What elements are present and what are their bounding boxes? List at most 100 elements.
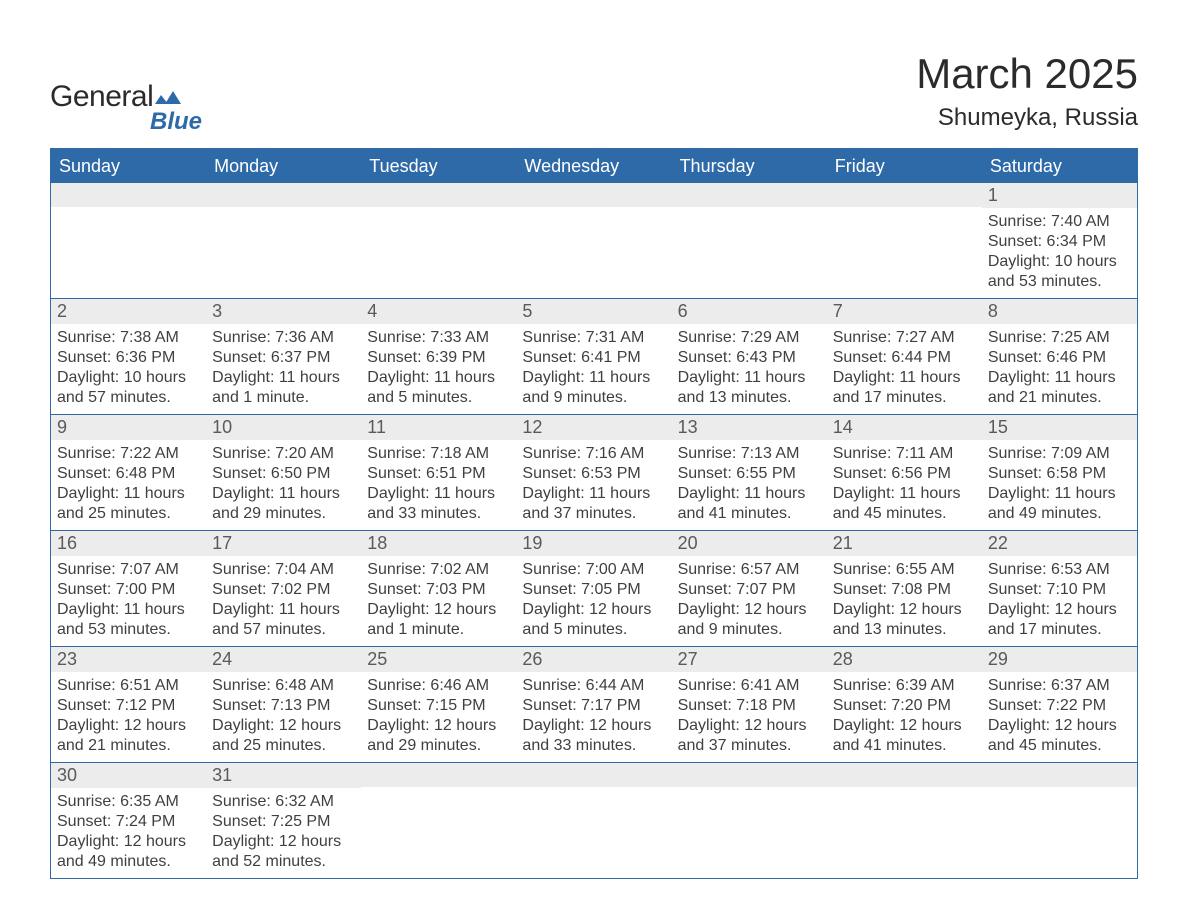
day-cell: 24Sunrise: 6:48 AMSunset: 7:13 PMDayligh… <box>206 647 361 762</box>
day-number <box>206 183 361 207</box>
daylight-line: Daylight: 11 hours and 29 minutes. <box>212 484 355 524</box>
day-number: 22 <box>982 531 1137 556</box>
day-details: Sunrise: 6:53 AMSunset: 7:10 PMDaylight:… <box>982 556 1137 646</box>
sunrise-line: Sunrise: 7:18 AM <box>367 444 510 464</box>
day-number <box>361 183 516 207</box>
day-number: 30 <box>51 763 206 788</box>
day-number <box>516 183 671 207</box>
logo-word2: Blue <box>150 108 202 136</box>
day-cell <box>982 763 1137 878</box>
day-number: 6 <box>672 299 827 324</box>
logo: General Blue <box>50 80 202 136</box>
daylight-line: Daylight: 12 hours and 5 minutes. <box>522 600 665 640</box>
day-details: Sunrise: 7:31 AMSunset: 6:41 PMDaylight:… <box>516 324 671 414</box>
sunset-line: Sunset: 7:05 PM <box>522 580 665 600</box>
day-number: 23 <box>51 647 206 672</box>
day-number <box>516 763 671 787</box>
day-details <box>672 787 827 797</box>
logo-word1: General <box>50 80 153 114</box>
day-details: Sunrise: 6:55 AMSunset: 7:08 PMDaylight:… <box>827 556 982 646</box>
sunset-line: Sunset: 7:22 PM <box>988 696 1131 716</box>
day-cell <box>672 183 827 298</box>
daylight-line: Daylight: 12 hours and 21 minutes. <box>57 716 200 756</box>
day-details <box>51 207 206 217</box>
day-cell: 18Sunrise: 7:02 AMSunset: 7:03 PMDayligh… <box>361 531 516 646</box>
week-row: 23Sunrise: 6:51 AMSunset: 7:12 PMDayligh… <box>51 646 1137 762</box>
sunrise-line: Sunrise: 7:09 AM <box>988 444 1131 464</box>
day-cell: 14Sunrise: 7:11 AMSunset: 6:56 PMDayligh… <box>827 415 982 530</box>
daylight-line: Daylight: 12 hours and 41 minutes. <box>833 716 976 756</box>
day-number: 17 <box>206 531 361 556</box>
sunset-line: Sunset: 7:07 PM <box>678 580 821 600</box>
day-details: Sunrise: 7:16 AMSunset: 6:53 PMDaylight:… <box>516 440 671 530</box>
sunrise-line: Sunrise: 7:25 AM <box>988 328 1131 348</box>
sunset-line: Sunset: 7:03 PM <box>367 580 510 600</box>
day-details: Sunrise: 6:44 AMSunset: 7:17 PMDaylight:… <box>516 672 671 762</box>
sunset-line: Sunset: 6:36 PM <box>57 348 200 368</box>
day-cell: 2Sunrise: 7:38 AMSunset: 6:36 PMDaylight… <box>51 299 206 414</box>
sunrise-line: Sunrise: 6:32 AM <box>212 792 355 812</box>
calendar: Sunday Monday Tuesday Wednesday Thursday… <box>50 148 1138 879</box>
day-details <box>516 207 671 217</box>
day-number: 27 <box>672 647 827 672</box>
day-details: Sunrise: 7:00 AMSunset: 7:05 PMDaylight:… <box>516 556 671 646</box>
sunrise-line: Sunrise: 7:16 AM <box>522 444 665 464</box>
day-details: Sunrise: 6:51 AMSunset: 7:12 PMDaylight:… <box>51 672 206 762</box>
sunset-line: Sunset: 7:17 PM <box>522 696 665 716</box>
day-number: 7 <box>827 299 982 324</box>
day-details: Sunrise: 6:57 AMSunset: 7:07 PMDaylight:… <box>672 556 827 646</box>
day-details <box>361 207 516 217</box>
day-number: 21 <box>827 531 982 556</box>
sunrise-line: Sunrise: 7:07 AM <box>57 560 200 580</box>
sunrise-line: Sunrise: 7:00 AM <box>522 560 665 580</box>
daylight-line: Daylight: 11 hours and 41 minutes. <box>678 484 821 524</box>
day-number <box>51 183 206 207</box>
day-number: 1 <box>982 183 1137 208</box>
daylight-line: Daylight: 11 hours and 37 minutes. <box>522 484 665 524</box>
sunrise-line: Sunrise: 7:27 AM <box>833 328 976 348</box>
daylight-line: Daylight: 11 hours and 57 minutes. <box>212 600 355 640</box>
daylight-line: Daylight: 11 hours and 17 minutes. <box>833 368 976 408</box>
day-cell: 9Sunrise: 7:22 AMSunset: 6:48 PMDaylight… <box>51 415 206 530</box>
sunset-line: Sunset: 7:08 PM <box>833 580 976 600</box>
sunrise-line: Sunrise: 7:20 AM <box>212 444 355 464</box>
day-number: 4 <box>361 299 516 324</box>
daylight-line: Daylight: 12 hours and 49 minutes. <box>57 832 200 872</box>
day-number: 18 <box>361 531 516 556</box>
sunrise-line: Sunrise: 7:40 AM <box>988 212 1131 232</box>
day-details <box>672 207 827 217</box>
week-row: 2Sunrise: 7:38 AMSunset: 6:36 PMDaylight… <box>51 298 1137 414</box>
day-details: Sunrise: 7:07 AMSunset: 7:00 PMDaylight:… <box>51 556 206 646</box>
sunrise-line: Sunrise: 6:55 AM <box>833 560 976 580</box>
day-cell <box>361 183 516 298</box>
dow-friday: Friday <box>827 150 982 183</box>
sunrise-line: Sunrise: 6:53 AM <box>988 560 1131 580</box>
day-cell: 15Sunrise: 7:09 AMSunset: 6:58 PMDayligh… <box>982 415 1137 530</box>
daylight-line: Daylight: 12 hours and 52 minutes. <box>212 832 355 872</box>
daylight-line: Daylight: 11 hours and 1 minute. <box>212 368 355 408</box>
day-details: Sunrise: 6:39 AMSunset: 7:20 PMDaylight:… <box>827 672 982 762</box>
day-details <box>361 787 516 797</box>
day-cell <box>516 763 671 878</box>
day-details: Sunrise: 7:29 AMSunset: 6:43 PMDaylight:… <box>672 324 827 414</box>
daylight-line: Daylight: 11 hours and 21 minutes. <box>988 368 1131 408</box>
daylight-line: Daylight: 12 hours and 13 minutes. <box>833 600 976 640</box>
sunrise-line: Sunrise: 6:57 AM <box>678 560 821 580</box>
sunset-line: Sunset: 6:51 PM <box>367 464 510 484</box>
sunset-line: Sunset: 6:46 PM <box>988 348 1131 368</box>
day-number: 28 <box>827 647 982 672</box>
sunset-line: Sunset: 6:44 PM <box>833 348 976 368</box>
sunrise-line: Sunrise: 6:35 AM <box>57 792 200 812</box>
sunset-line: Sunset: 7:15 PM <box>367 696 510 716</box>
day-number: 19 <box>516 531 671 556</box>
dow-wednesday: Wednesday <box>516 150 671 183</box>
day-cell: 8Sunrise: 7:25 AMSunset: 6:46 PMDaylight… <box>982 299 1137 414</box>
day-cell: 21Sunrise: 6:55 AMSunset: 7:08 PMDayligh… <box>827 531 982 646</box>
day-details <box>516 787 671 797</box>
daylight-line: Daylight: 11 hours and 53 minutes. <box>57 600 200 640</box>
sunrise-line: Sunrise: 6:48 AM <box>212 676 355 696</box>
sunset-line: Sunset: 7:25 PM <box>212 812 355 832</box>
daylight-line: Daylight: 11 hours and 33 minutes. <box>367 484 510 524</box>
day-cell: 28Sunrise: 6:39 AMSunset: 7:20 PMDayligh… <box>827 647 982 762</box>
daylight-line: Daylight: 11 hours and 9 minutes. <box>522 368 665 408</box>
